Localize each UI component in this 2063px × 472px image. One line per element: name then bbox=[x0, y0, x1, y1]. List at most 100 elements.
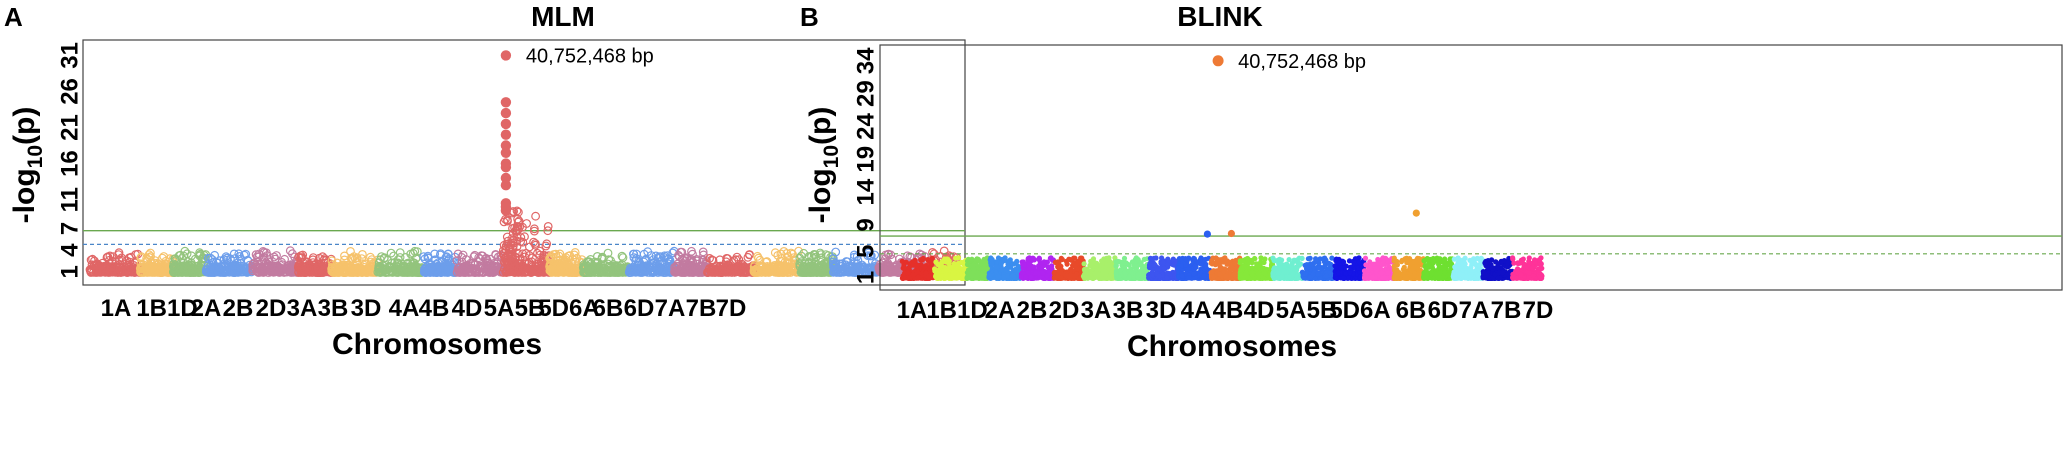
snp-point bbox=[910, 272, 917, 278]
x-tick-label: 5D6A bbox=[538, 295, 599, 322]
snp-point bbox=[234, 249, 244, 259]
significant-snp-point bbox=[500, 50, 512, 61]
snp-point bbox=[1052, 275, 1058, 281]
panel-letter-a: A bbox=[4, 2, 23, 32]
y-axis-label-tail: (p) bbox=[8, 107, 41, 145]
snp-point bbox=[422, 265, 432, 275]
snp-point bbox=[1037, 264, 1043, 270]
snp-point bbox=[88, 254, 97, 264]
points-mlm bbox=[85, 50, 963, 277]
snp-point bbox=[952, 275, 959, 281]
significant-snp-point bbox=[500, 118, 512, 130]
snp-point bbox=[219, 262, 229, 272]
snp-point bbox=[1058, 270, 1064, 276]
snp-point bbox=[115, 265, 125, 275]
x-tick-label: 1A bbox=[101, 295, 132, 322]
y-tick-label: 19 bbox=[853, 146, 880, 173]
snp-point bbox=[1055, 264, 1061, 270]
x-tick-label: 5A bbox=[484, 295, 515, 322]
snp-point bbox=[120, 266, 130, 276]
snp-point bbox=[915, 274, 921, 280]
snp-point bbox=[277, 265, 287, 275]
snp-point bbox=[1028, 274, 1034, 280]
snp-point bbox=[966, 271, 972, 277]
snp-point bbox=[408, 248, 418, 258]
x-tick-label: 6D bbox=[624, 295, 655, 322]
snp-point bbox=[396, 267, 406, 277]
y-tick-label: 16 bbox=[57, 150, 84, 177]
snp-point bbox=[443, 249, 453, 259]
snp-point bbox=[939, 263, 945, 269]
snp-point bbox=[981, 272, 988, 278]
thresholds-blink bbox=[880, 235, 2062, 255]
snp-point bbox=[935, 270, 941, 276]
snp-point bbox=[377, 252, 386, 262]
snp-point bbox=[443, 261, 452, 271]
snp-point bbox=[1104, 262, 1110, 268]
snp-point bbox=[409, 262, 419, 271]
chart-title-blink: BLINK bbox=[1177, 1, 1263, 32]
snp-point bbox=[1100, 269, 1107, 275]
snp-point bbox=[209, 262, 219, 272]
snp-point bbox=[955, 255, 962, 261]
snp-point bbox=[1088, 258, 1094, 264]
snp-point bbox=[1120, 260, 1126, 266]
y-tick-label: 1 bbox=[853, 271, 880, 284]
y-tick-label: 5 bbox=[853, 245, 880, 258]
snp-point bbox=[929, 255, 935, 261]
snp-point bbox=[1113, 263, 1119, 269]
x-tick-label: 6B bbox=[593, 295, 624, 322]
snp-point bbox=[283, 264, 293, 274]
significant-snp-point bbox=[500, 107, 512, 119]
snp-point bbox=[1072, 255, 1078, 261]
y-tick-label: 31 bbox=[57, 42, 84, 69]
snp-point bbox=[974, 256, 980, 262]
snp-point bbox=[1041, 259, 1047, 265]
snp-point bbox=[256, 265, 266, 275]
snp-point bbox=[412, 247, 422, 257]
snp-point bbox=[1033, 270, 1039, 276]
snp-point bbox=[1001, 274, 1007, 280]
snp-point bbox=[975, 270, 981, 276]
panel-letter-b: B bbox=[800, 2, 819, 32]
snp-point bbox=[912, 257, 918, 263]
snp-point bbox=[922, 264, 928, 270]
significant-snp-point bbox=[500, 147, 512, 158]
significant-snp-point bbox=[500, 129, 512, 140]
x-tick-label: 7B bbox=[686, 295, 717, 322]
snp-point bbox=[180, 263, 190, 273]
x-tick-label: 4A bbox=[389, 295, 420, 322]
y-tick-label: 11 bbox=[57, 187, 84, 212]
snp-point bbox=[145, 248, 155, 258]
snp-point bbox=[994, 264, 1000, 270]
snp-point bbox=[988, 273, 994, 279]
snp-point bbox=[170, 261, 180, 271]
snp-point bbox=[989, 261, 995, 267]
snp-point bbox=[1031, 257, 1037, 263]
snp-point bbox=[203, 261, 213, 271]
x-tick-label: 7D bbox=[716, 295, 747, 322]
y-axis-label-mlm: -log10(p) bbox=[8, 107, 47, 224]
snp-point bbox=[1085, 272, 1091, 278]
snp-point bbox=[900, 273, 906, 279]
snp-point bbox=[180, 246, 190, 256]
x-tick-label: 2A bbox=[191, 295, 222, 322]
snp-point bbox=[241, 249, 251, 259]
y-axis-label-blink: -log10(p) bbox=[804, 107, 843, 224]
y-tick-label: 26 bbox=[57, 78, 84, 105]
snp-point bbox=[364, 264, 374, 274]
snp-point bbox=[423, 253, 433, 263]
snp-point bbox=[1121, 255, 1128, 261]
snp-point bbox=[117, 266, 127, 276]
snp-point bbox=[297, 253, 306, 263]
snp-point bbox=[1093, 274, 1099, 280]
snp-point bbox=[1129, 259, 1135, 265]
snp-point bbox=[222, 253, 232, 263]
y-tick-label: 1 bbox=[57, 265, 84, 278]
snp-point bbox=[1109, 271, 1115, 277]
x-tick-label: 2D bbox=[256, 295, 287, 322]
snp-point bbox=[1044, 273, 1050, 279]
